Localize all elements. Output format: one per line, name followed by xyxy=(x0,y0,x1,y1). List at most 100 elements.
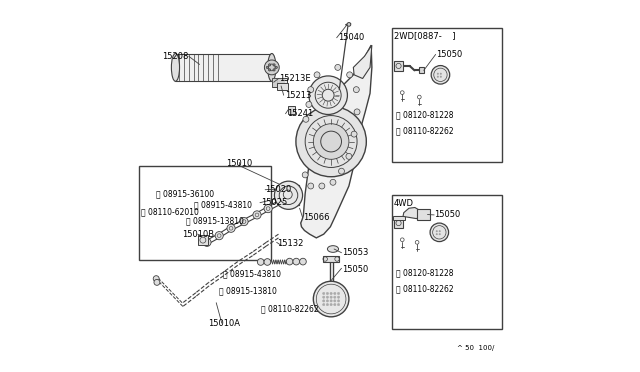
Bar xyxy=(392,29,502,162)
Bar xyxy=(323,256,339,262)
Bar xyxy=(272,78,287,87)
Circle shape xyxy=(330,179,336,185)
Circle shape xyxy=(326,304,328,306)
Circle shape xyxy=(275,66,277,68)
Text: 15050: 15050 xyxy=(434,211,460,219)
Circle shape xyxy=(339,168,344,174)
Polygon shape xyxy=(175,54,272,81)
Circle shape xyxy=(326,300,328,302)
Bar xyxy=(278,185,299,205)
Circle shape xyxy=(253,211,261,219)
Circle shape xyxy=(203,238,211,246)
Circle shape xyxy=(439,234,440,235)
Circle shape xyxy=(275,181,303,209)
Circle shape xyxy=(273,69,275,71)
Circle shape xyxy=(430,223,449,241)
Circle shape xyxy=(347,72,353,78)
Bar xyxy=(288,106,295,114)
Circle shape xyxy=(300,258,307,265)
Text: 15010: 15010 xyxy=(226,159,252,168)
Circle shape xyxy=(351,131,357,137)
Circle shape xyxy=(314,281,349,317)
Circle shape xyxy=(153,276,159,282)
Circle shape xyxy=(330,292,332,295)
Circle shape xyxy=(227,224,235,232)
Circle shape xyxy=(264,205,272,213)
Circle shape xyxy=(302,172,308,178)
Circle shape xyxy=(319,183,325,189)
Circle shape xyxy=(264,60,279,75)
Circle shape xyxy=(437,76,438,77)
Polygon shape xyxy=(353,45,372,78)
Circle shape xyxy=(333,292,336,295)
Text: ⓥ 08915-43810: ⓥ 08915-43810 xyxy=(194,201,252,210)
Circle shape xyxy=(309,76,348,115)
Circle shape xyxy=(296,106,366,177)
Ellipse shape xyxy=(172,54,180,81)
Text: Ⓑ 08110-62010: Ⓑ 08110-62010 xyxy=(141,208,199,217)
Circle shape xyxy=(330,304,332,306)
Text: 15208: 15208 xyxy=(162,52,188,61)
Circle shape xyxy=(330,300,332,302)
Circle shape xyxy=(440,73,442,74)
Bar xyxy=(394,217,403,228)
Text: ^ 50  100/: ^ 50 100/ xyxy=(457,345,495,351)
Text: ⓥ 08915-13810: ⓥ 08915-13810 xyxy=(186,217,244,226)
Circle shape xyxy=(323,304,325,306)
Text: 15241: 15241 xyxy=(287,109,313,118)
Text: ⓥ 08915-36100: ⓥ 08915-36100 xyxy=(156,190,214,199)
Text: ⓥ 08915-43810: ⓥ 08915-43810 xyxy=(223,270,281,279)
Text: 15010B: 15010B xyxy=(182,230,214,240)
Bar xyxy=(417,209,430,220)
Circle shape xyxy=(257,259,264,265)
Text: 15053: 15053 xyxy=(342,248,369,257)
Bar xyxy=(419,67,424,73)
Polygon shape xyxy=(403,208,422,219)
Text: 15132: 15132 xyxy=(277,239,304,248)
Circle shape xyxy=(335,64,340,70)
Circle shape xyxy=(293,258,300,265)
Circle shape xyxy=(440,76,442,77)
Text: 15040: 15040 xyxy=(338,33,364,42)
Bar xyxy=(198,235,208,245)
Circle shape xyxy=(353,87,359,93)
Polygon shape xyxy=(301,45,372,238)
Text: 4WD: 4WD xyxy=(394,199,414,208)
Bar xyxy=(277,83,288,90)
Circle shape xyxy=(431,65,450,84)
Circle shape xyxy=(330,296,332,298)
Circle shape xyxy=(306,102,312,108)
Text: 15025: 15025 xyxy=(260,198,287,207)
Circle shape xyxy=(266,66,269,68)
Circle shape xyxy=(347,23,351,26)
Text: Ⓑ 08120-81228: Ⓑ 08120-81228 xyxy=(396,269,453,278)
Circle shape xyxy=(337,300,340,302)
Text: ⓥ 08915-13810: ⓥ 08915-13810 xyxy=(219,286,277,295)
Circle shape xyxy=(333,296,336,298)
Circle shape xyxy=(308,183,314,189)
Circle shape xyxy=(264,259,271,265)
Circle shape xyxy=(436,234,438,235)
Bar xyxy=(392,216,405,220)
Bar xyxy=(139,166,271,260)
Text: 15213: 15213 xyxy=(285,91,311,100)
Bar xyxy=(394,61,403,71)
Ellipse shape xyxy=(328,246,339,252)
Circle shape xyxy=(323,296,325,298)
Text: 15020: 15020 xyxy=(266,185,292,194)
Circle shape xyxy=(354,109,360,115)
Circle shape xyxy=(337,296,340,298)
Circle shape xyxy=(326,296,328,298)
Circle shape xyxy=(240,218,248,226)
Text: Ⓑ 08120-81228: Ⓑ 08120-81228 xyxy=(396,110,453,119)
Circle shape xyxy=(269,64,271,66)
Circle shape xyxy=(323,300,325,302)
Circle shape xyxy=(439,231,440,232)
Bar xyxy=(392,195,502,329)
Text: 15066: 15066 xyxy=(303,213,330,222)
Circle shape xyxy=(303,116,309,122)
Circle shape xyxy=(314,72,320,78)
Circle shape xyxy=(337,292,340,295)
Circle shape xyxy=(273,64,275,66)
Circle shape xyxy=(215,232,223,240)
